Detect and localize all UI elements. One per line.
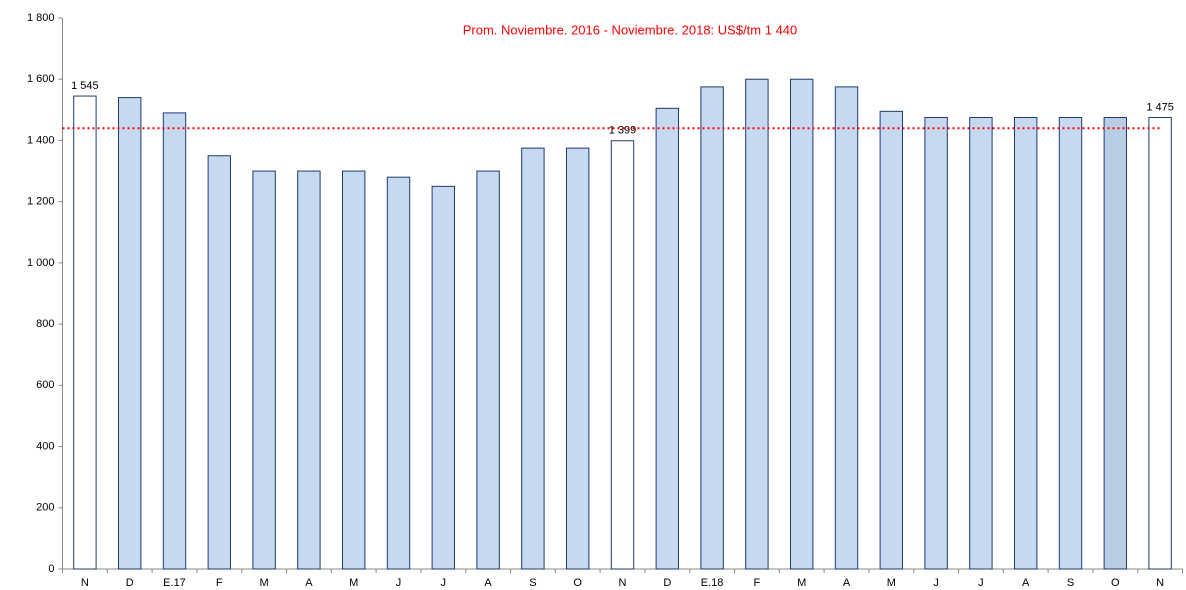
x-tick-label: E.17 xyxy=(163,577,186,589)
x-tick-label: E.18 xyxy=(701,577,724,589)
x-tick-label: J xyxy=(441,577,447,589)
x-tick-label: J xyxy=(978,577,984,589)
y-tick-label: 1 800 xyxy=(27,12,55,24)
bar xyxy=(386,176,411,570)
y-tick-label: 1 600 xyxy=(27,73,55,85)
x-tick-label: M xyxy=(797,577,806,589)
bar xyxy=(73,95,97,570)
y-tick-label: 1 000 xyxy=(27,257,55,269)
x-tick-label: D xyxy=(126,577,134,589)
x-tick-label: A xyxy=(1022,577,1030,589)
bar xyxy=(745,78,769,570)
x-tick-label: M xyxy=(260,577,269,589)
x-tick-label: F xyxy=(754,577,761,589)
bar xyxy=(790,78,814,570)
x-tick-label: F xyxy=(216,577,223,589)
x-tick-label: O xyxy=(573,577,582,589)
bar xyxy=(1014,116,1038,570)
bar xyxy=(297,170,321,570)
data-label: 1 545 xyxy=(71,80,99,92)
x-tick-label: S xyxy=(1067,577,1074,589)
bar xyxy=(476,170,500,570)
x-tick-label: J xyxy=(933,577,939,589)
x-tick-label: N xyxy=(619,577,627,589)
bar xyxy=(342,170,366,570)
bar xyxy=(834,86,859,570)
bar xyxy=(1058,116,1083,570)
y-tick-label: 800 xyxy=(36,318,54,330)
bar xyxy=(655,107,679,570)
x-tick-label: J xyxy=(396,577,402,589)
bar xyxy=(118,97,142,570)
x-tick-label: D xyxy=(663,577,671,589)
bar xyxy=(207,155,232,570)
x-tick-label: M xyxy=(887,577,896,589)
x-tick-label: O xyxy=(1111,577,1120,589)
x-tick-label: A xyxy=(843,577,851,589)
x-tick-label: N xyxy=(81,577,89,589)
x-tick-label: M xyxy=(349,577,358,589)
y-tick-label: 1 200 xyxy=(27,196,55,208)
bar xyxy=(252,170,276,570)
y-tick-label: 1 400 xyxy=(27,134,55,146)
y-tick-label: 600 xyxy=(36,379,54,391)
chart-subtitle: Prom. Noviembre. 2016 - Noviembre. 2018:… xyxy=(463,22,798,37)
x-tick-label: A xyxy=(305,577,313,589)
bar xyxy=(1103,116,1127,570)
data-label: 1 475 xyxy=(1146,101,1174,113)
y-tick-label: 0 xyxy=(48,563,54,575)
bar xyxy=(1148,116,1172,570)
bar xyxy=(162,112,187,570)
bar xyxy=(566,147,590,570)
data-label: 1 399 xyxy=(609,125,637,137)
bar xyxy=(431,185,456,570)
y-tick-label: 400 xyxy=(36,440,54,452)
bar xyxy=(700,86,724,570)
bar xyxy=(521,147,545,570)
x-tick-label: A xyxy=(484,577,492,589)
bar xyxy=(969,116,993,570)
x-tick-label: S xyxy=(529,577,536,589)
x-tick-label: N xyxy=(1156,577,1164,589)
bar xyxy=(924,116,948,570)
bar xyxy=(610,140,635,570)
y-tick-label: 200 xyxy=(36,502,54,514)
bar xyxy=(879,110,903,570)
